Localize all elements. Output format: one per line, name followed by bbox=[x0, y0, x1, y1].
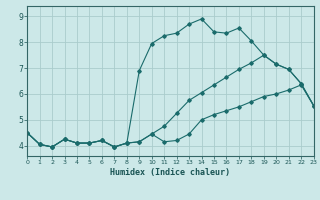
X-axis label: Humidex (Indice chaleur): Humidex (Indice chaleur) bbox=[110, 168, 230, 177]
